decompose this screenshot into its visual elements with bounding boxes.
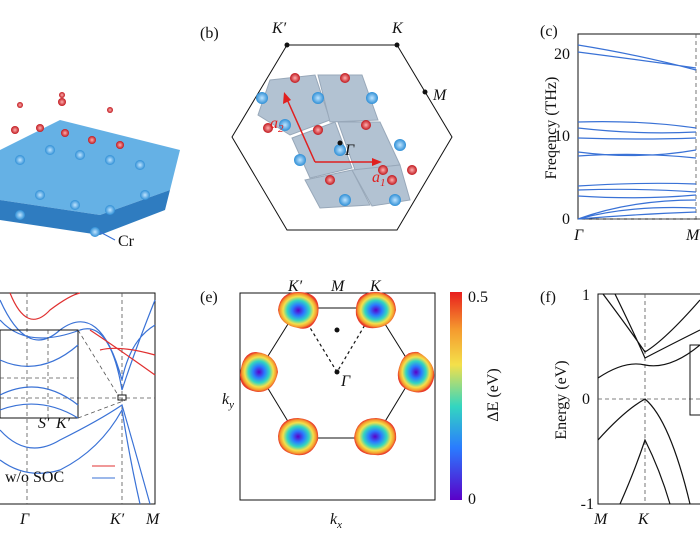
- x-tick-label: Γ: [19, 511, 30, 528]
- y-tick-label: -1: [581, 496, 594, 513]
- y-tick-label: 0: [582, 391, 590, 408]
- x-tick-label: K: [637, 511, 650, 528]
- colorbar-max: 0.5: [468, 289, 488, 306]
- panel-label: (b): [200, 25, 219, 42]
- atom-label: Cr: [118, 233, 135, 250]
- x-tick-label: Γ: [573, 227, 584, 244]
- y-axis-label: Energy (eV): [553, 360, 570, 439]
- panel-label: (c): [540, 23, 558, 40]
- x-tick-label: M: [593, 511, 609, 528]
- x-tick-label: M: [685, 227, 700, 244]
- panel-c: (c) 20 10 0 Γ M Freqency (THz): [540, 23, 700, 244]
- panel-d: S′ K′ w/o SOC Γ K′ M: [0, 292, 161, 528]
- k-prime: K′: [287, 278, 303, 295]
- panel-a: Cr: [0, 92, 180, 250]
- panel-label: (f): [540, 289, 556, 306]
- y-tick-label: 1: [582, 287, 590, 304]
- gamma-point: Γ: [340, 373, 351, 390]
- y-axis-label: Freqency (THz): [543, 77, 560, 180]
- vector-a1: a1: [372, 169, 386, 189]
- panel-label: (e): [200, 289, 218, 306]
- k-prime: K′: [271, 20, 287, 37]
- panel-f: (f) 1 0 -1 M K Energy (eV): [540, 287, 700, 528]
- colorbar-label: ΔE (eV): [485, 368, 502, 421]
- x-tick-label: M: [145, 511, 161, 528]
- y-tick-label: 20: [554, 46, 570, 63]
- y-axis-label: ky: [222, 391, 234, 411]
- colorbar-min: 0: [468, 491, 476, 508]
- panel-b: (b) K′ K M Γ a2 a1: [200, 20, 453, 231]
- y-tick-label: 10: [554, 128, 570, 145]
- x-tick-label: K′: [109, 511, 125, 528]
- x-axis-label: kx: [330, 511, 342, 531]
- legend-label: w/o SOC: [5, 469, 64, 486]
- y-tick-label: 0: [562, 211, 570, 228]
- vector-a2: a2: [270, 115, 284, 135]
- inset-tick: S′: [38, 415, 50, 432]
- colorbar: [450, 292, 462, 500]
- k-point: K: [369, 278, 382, 295]
- m-point: M: [330, 278, 346, 295]
- panel-e: (e) K′ M K Γ ky kx 0.5 0 ΔE (eV): [200, 278, 502, 531]
- m-point: M: [432, 87, 448, 104]
- gamma-point: Γ: [344, 142, 355, 159]
- k-point: K: [391, 20, 404, 37]
- inset-tick: K′: [55, 415, 71, 432]
